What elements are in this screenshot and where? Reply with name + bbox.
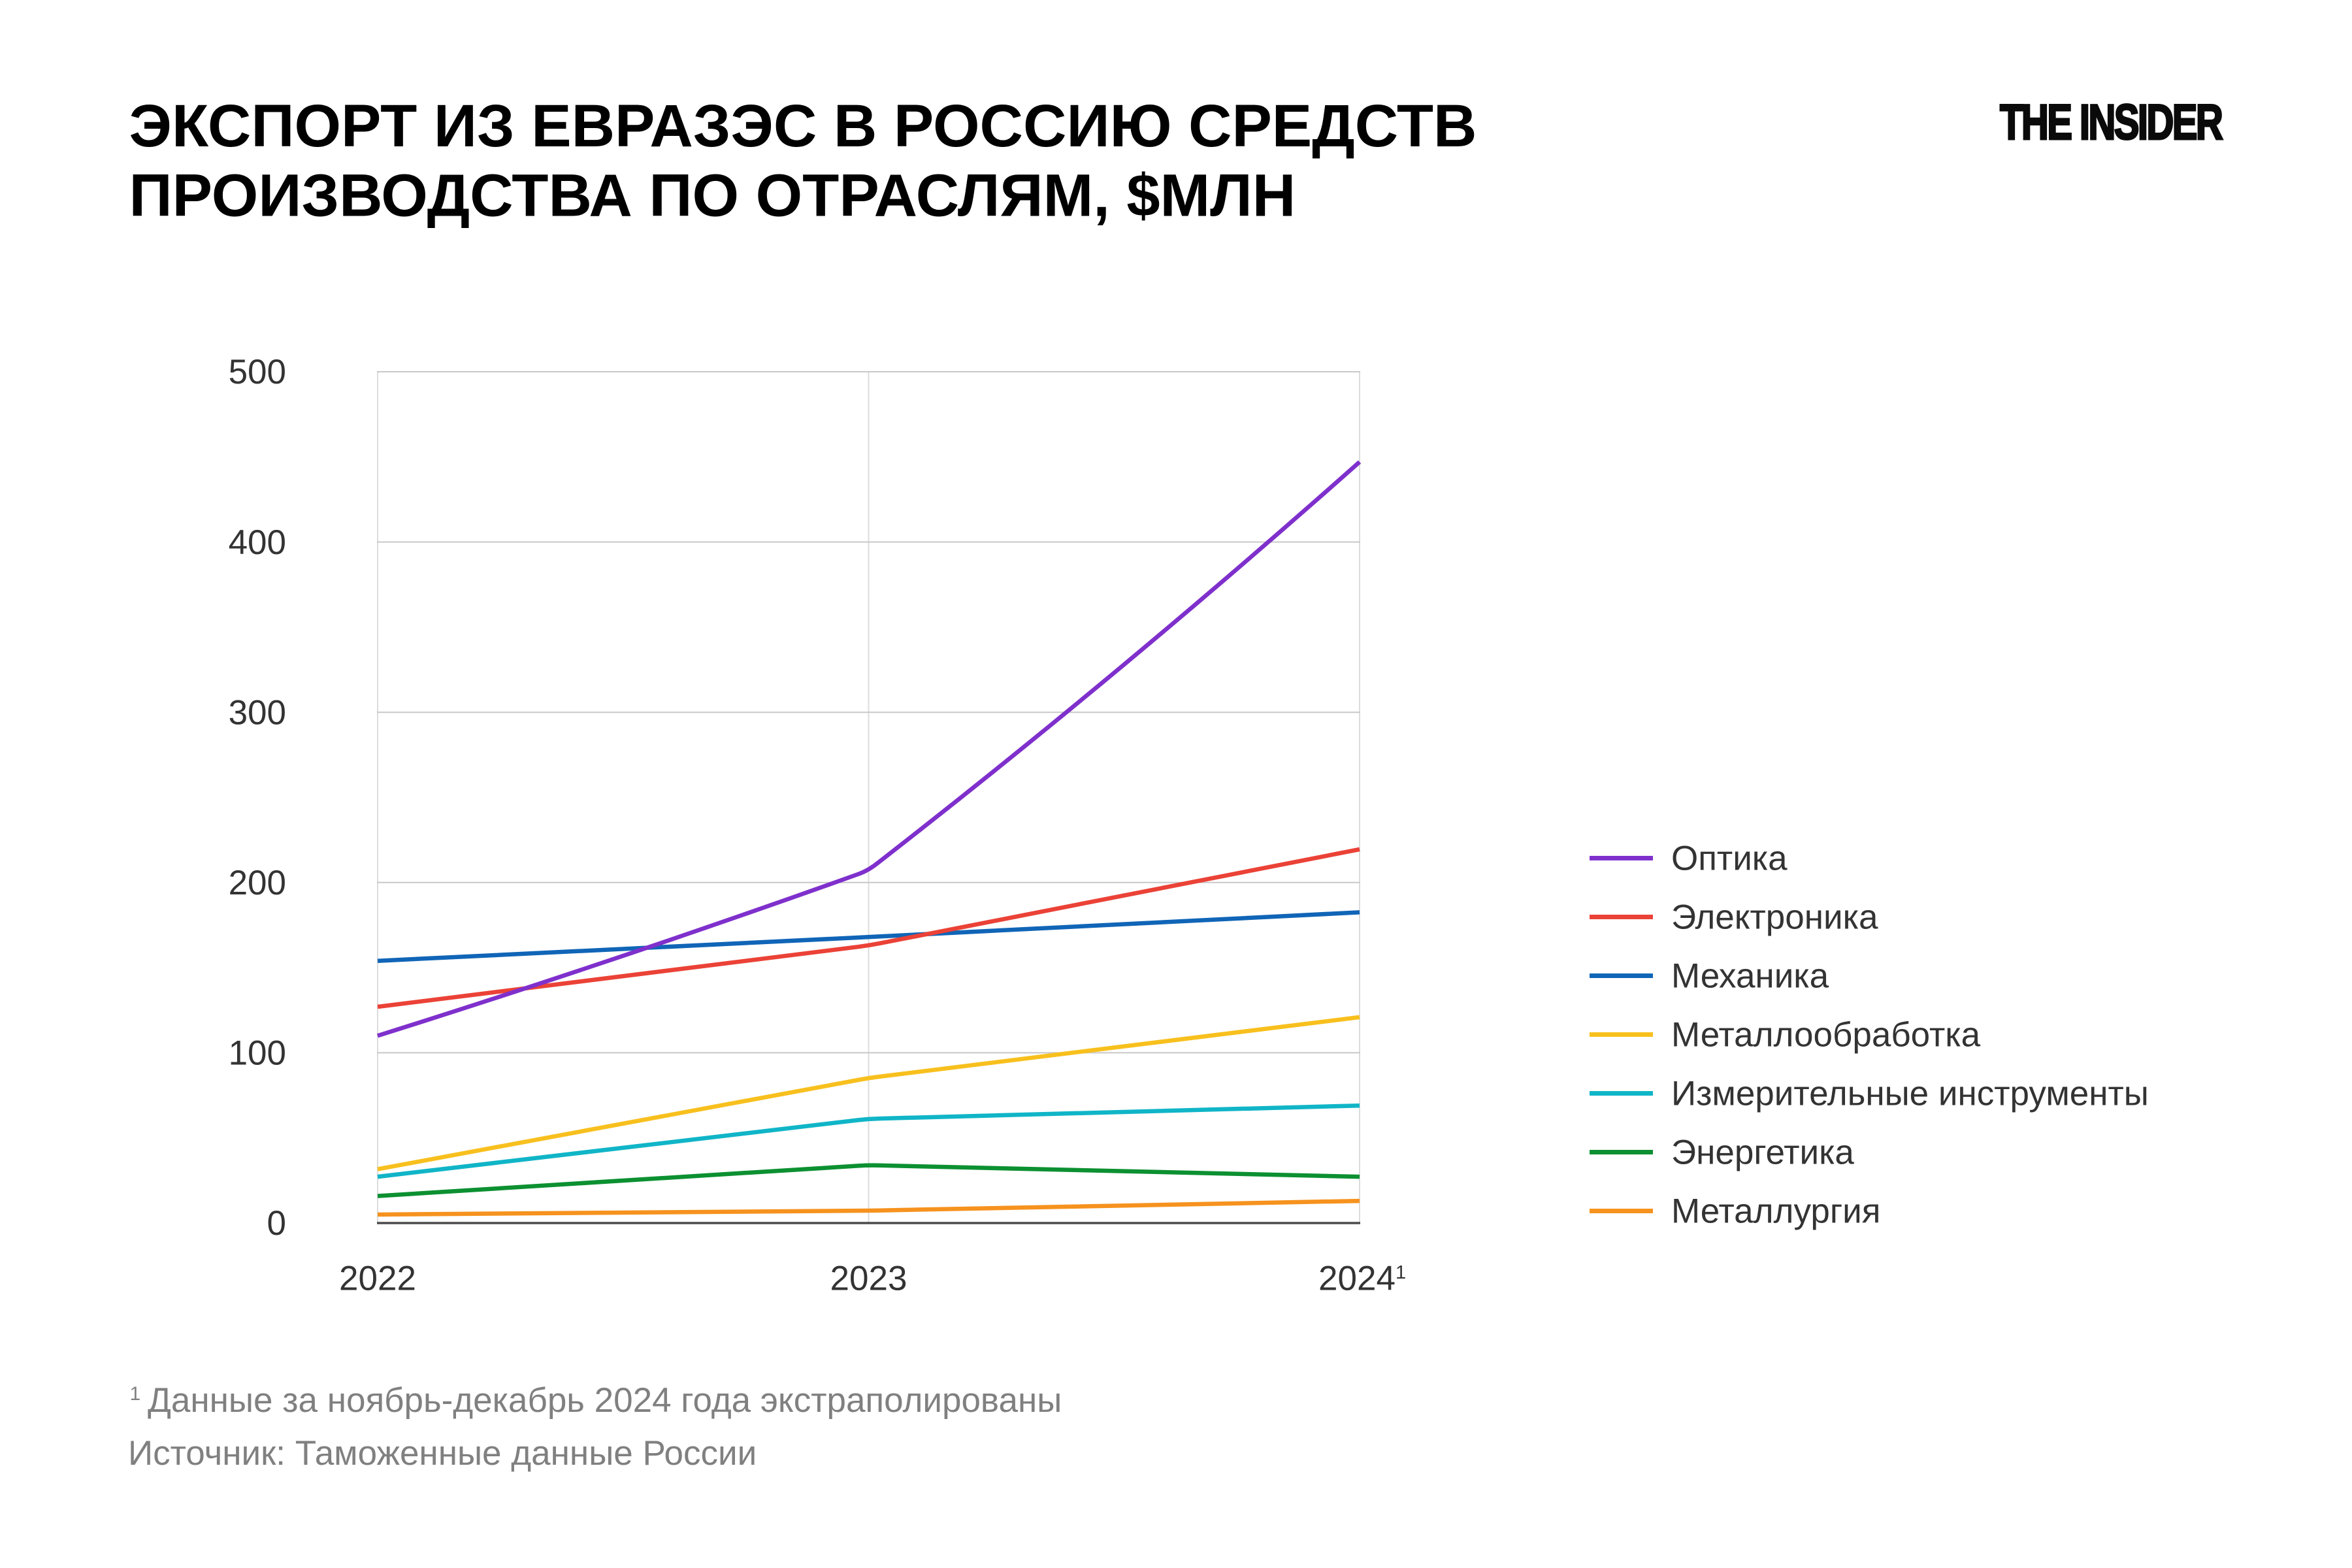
svg-text:2022: 2022 (339, 1260, 416, 1298)
svg-text:200: 200 (229, 864, 286, 902)
svg-text:Данные за ноябрь-декабрь 2024: Данные за ноябрь-декабрь 2024 года экстр… (148, 1381, 1062, 1420)
svg-text:Электроника: Электроника (1671, 898, 1878, 937)
svg-text:1: 1 (1396, 1262, 1406, 1283)
svg-text:300: 300 (229, 693, 286, 732)
svg-text:100: 100 (229, 1034, 286, 1073)
svg-text:Металлообработка: Металлообработка (1671, 1016, 1981, 1054)
svg-text:400: 400 (229, 523, 286, 562)
svg-text:ЭКСПОРТ ИЗ ЕВРАЗЭС В РОССИЮ СР: ЭКСПОРТ ИЗ ЕВРАЗЭС В РОССИЮ СРЕДСТВ (129, 93, 1477, 159)
svg-text:1: 1 (130, 1383, 141, 1405)
svg-text:THE INSIDER: THE INSIDER (2000, 95, 2223, 150)
svg-text:Металлургия: Металлургия (1671, 1192, 1880, 1231)
svg-text:Оптика: Оптика (1671, 840, 1788, 878)
svg-text:Энергетика: Энергетика (1671, 1134, 1854, 1172)
svg-text:Измерительные инструменты: Измерительные инструменты (1671, 1075, 2149, 1113)
svg-text:500: 500 (229, 353, 286, 391)
svg-text:2023: 2023 (830, 1260, 907, 1298)
svg-text:Источник: Таможенные данные Ро: Источник: Таможенные данные России (128, 1434, 757, 1473)
svg-text:2024: 2024 (1318, 1260, 1396, 1298)
svg-text:ПРОИЗВОДСТВА ПО ОТРАСЛЯМ, $МЛН: ПРОИЗВОДСТВА ПО ОТРАСЛЯМ, $МЛН (129, 163, 1296, 229)
svg-text:0: 0 (267, 1204, 286, 1243)
svg-text:Механика: Механика (1671, 957, 1829, 996)
